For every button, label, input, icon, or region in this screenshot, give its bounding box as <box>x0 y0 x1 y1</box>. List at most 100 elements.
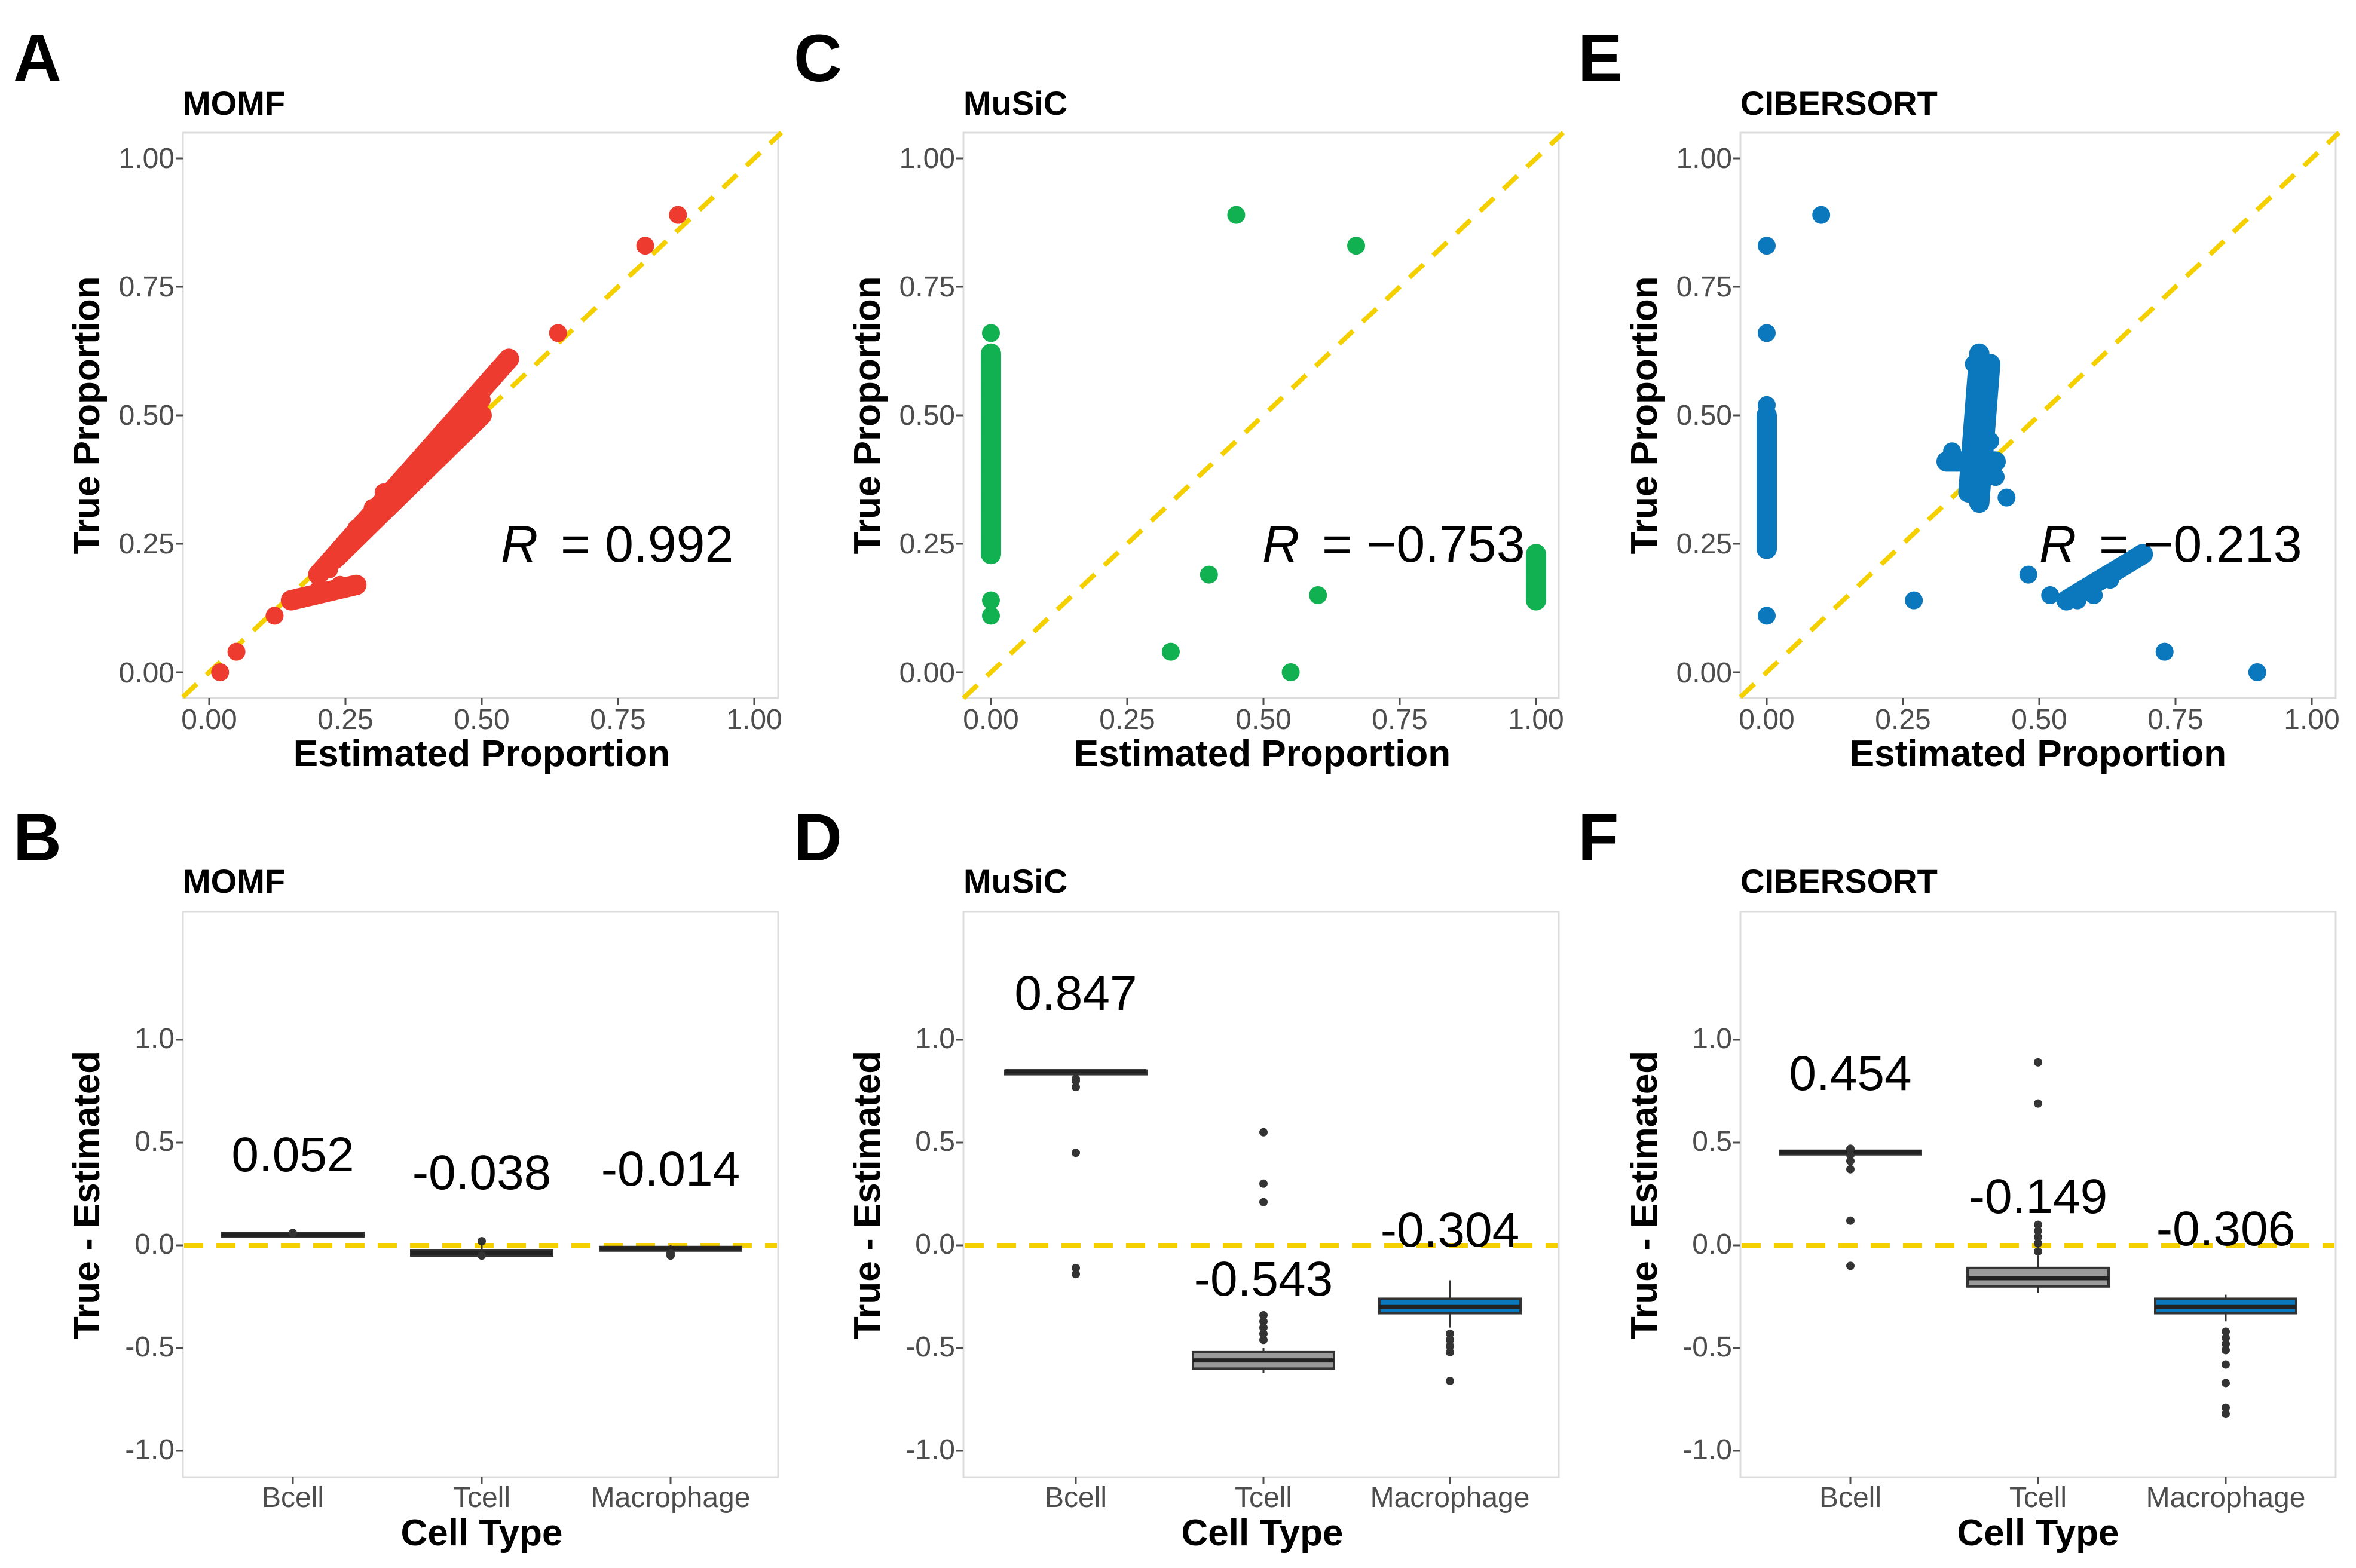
data-point <box>982 591 1000 610</box>
outlier-point <box>1446 1377 1454 1386</box>
y-tick-label: 1.0 <box>134 1023 175 1055</box>
x-axis-title-a: Estimated Proportion <box>293 733 670 774</box>
outlier-point <box>1446 1348 1454 1356</box>
data-point <box>1812 206 1831 224</box>
data-point <box>1970 381 1988 399</box>
data-point <box>669 206 687 224</box>
y-tick-label: 0.50 <box>119 400 175 431</box>
data-point <box>2041 586 2060 604</box>
x-tick-label: 0.50 <box>2011 704 2067 736</box>
data-point <box>2117 555 2135 574</box>
median-labels-b: 0.052 -0.038 -0.014 <box>231 1128 740 1200</box>
y-axis-title-f: True - Estimated <box>1624 1051 1665 1339</box>
y-ticks-e: 0.00 0.25 0.50 0.75 1.00 <box>1676 143 1732 689</box>
x-tick-label: 0.50 <box>454 704 509 736</box>
data-point <box>380 488 398 507</box>
outlier-point <box>1846 1150 1855 1159</box>
y-tick-label: 0.50 <box>899 400 955 431</box>
panel-a: A MOMF 0.00 0.25 0.50 0.75 1.00 0.00 0.2… <box>13 21 784 774</box>
data-point <box>1758 396 1776 414</box>
outlier-point <box>2222 1340 2230 1349</box>
correlation-label-a: R = 0.992 <box>501 516 733 573</box>
x-tick-label: Macrophage <box>1370 1482 1530 1514</box>
data-point <box>1758 607 1776 625</box>
data-point <box>1281 663 1300 681</box>
data-point <box>1758 324 1776 342</box>
median-label: 0.454 <box>1789 1046 1911 1101</box>
y-axis-title-c: True Proportion <box>847 277 888 555</box>
x-tick-label: 0.00 <box>1739 704 1794 736</box>
y-tick-label: 0.25 <box>1676 528 1732 560</box>
panel-b: B MOMF -1.0 -0.5 0.0 0.5 1.0 Bcell Tcell… <box>13 800 779 1554</box>
data-point <box>1527 586 1545 604</box>
y-tick-label: 0.00 <box>1676 657 1732 689</box>
y-tick-label: 1.0 <box>915 1023 955 1055</box>
y-ticks-f: -1.0 -0.5 0.0 0.5 1.0 <box>1682 1023 1732 1466</box>
data-point <box>331 575 349 594</box>
correlation-label-e: R = −0.213 <box>2039 516 2302 573</box>
x-tick-label: 0.25 <box>1099 704 1155 736</box>
correlation-symbol: R <box>2039 516 2076 573</box>
x-axis-title-c: Estimated Proportion <box>1074 733 1451 774</box>
panel-f: F CIBERSORT -1.0 -0.5 0.0 0.5 1.0 Bcell … <box>1578 800 2337 1554</box>
x-tick-label: 0.25 <box>1875 704 1930 736</box>
outlier-point <box>478 1251 486 1260</box>
data-point <box>1161 642 1180 661</box>
y-tick-label: -0.5 <box>1682 1331 1732 1363</box>
data-point <box>982 344 1000 363</box>
y-tick-label: 0.75 <box>119 271 175 303</box>
box-marks-d <box>956 1039 1558 1484</box>
data-point <box>320 561 338 578</box>
x-ticks-a: 0.00 0.25 0.50 0.75 1.00 <box>181 704 782 736</box>
panel-letter-a: A <box>13 21 62 96</box>
data-point <box>265 607 284 625</box>
x-axis-title-b: Cell Type <box>400 1512 562 1554</box>
outlier-point <box>1846 1156 1855 1165</box>
y-tick-label: 0.00 <box>119 657 175 689</box>
data-point <box>549 324 567 342</box>
data-point <box>1975 406 1994 424</box>
plot-frame-f <box>1739 911 2337 1478</box>
outlier-point <box>2222 1403 2230 1412</box>
data-point <box>1987 468 2005 486</box>
data-point <box>1905 591 1923 610</box>
reference-line <box>962 131 1565 700</box>
y-tick-label: 1.00 <box>119 143 175 174</box>
data-point <box>2019 565 2037 584</box>
data-point <box>1758 468 1776 486</box>
scatter-marks-e <box>1733 131 2341 705</box>
data-point <box>336 535 354 553</box>
outlier-point <box>1846 1216 1855 1225</box>
y-tick-label: 0.5 <box>915 1126 955 1157</box>
y-tick-label: 1.0 <box>1692 1023 1732 1055</box>
data-point <box>1758 432 1776 450</box>
data-point <box>982 607 1000 625</box>
x-tick-label: 0.00 <box>963 704 1018 736</box>
x-ticks-e: 0.00 0.25 0.50 0.75 1.00 <box>1739 704 2339 736</box>
median-label: -0.149 <box>1969 1169 2108 1224</box>
panel-c: C MuSiC 0.00 0.25 0.50 0.75 1.00 0.00 0.… <box>794 21 1565 774</box>
y-tick-label: 0.5 <box>134 1126 175 1157</box>
data-point <box>1309 586 1327 604</box>
y-axis-title-a: True Proportion <box>66 277 108 555</box>
y-tick-label: -1.0 <box>125 1434 175 1466</box>
data-point <box>2248 663 2266 681</box>
x-tick-label: Tcell <box>453 1482 510 1514</box>
x-ticks-c: 0.00 0.25 0.50 0.75 1.00 <box>963 704 1563 736</box>
y-ticks-d: -1.0 -0.5 0.0 0.5 1.0 <box>905 1023 955 1466</box>
outlier-point <box>1259 1323 1268 1332</box>
outlier-point <box>1259 1179 1268 1188</box>
data-point <box>982 458 1000 476</box>
correlation-symbol: R <box>1262 516 1299 573</box>
data-point <box>2134 545 2152 564</box>
panel-letter-b: B <box>13 800 62 875</box>
median-label: 0.052 <box>231 1128 354 1182</box>
y-tick-label: 0.75 <box>899 271 955 303</box>
x-tick-label: Bcell <box>1045 1482 1107 1514</box>
outlier-point <box>1259 1128 1268 1137</box>
data-point <box>636 237 654 255</box>
x-tick-label: 1.00 <box>726 704 782 736</box>
x-tick-label: Macrophage <box>591 1482 751 1514</box>
x-tick-label: 1.00 <box>2284 704 2339 736</box>
